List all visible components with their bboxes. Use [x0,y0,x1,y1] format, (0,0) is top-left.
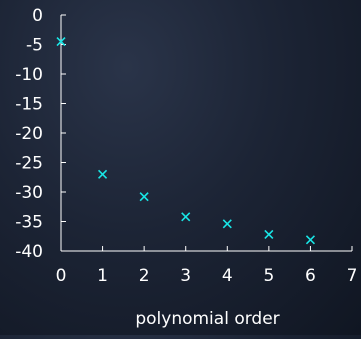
data-point [139,192,149,202]
data-point [222,219,232,229]
y-tick-label: -25 [15,154,43,174]
y-axis-ticks: 0 -5 -10 -15 -20 -25 -30 -35 -40 [15,6,66,262]
data-point [56,36,66,47]
y-tick-label: 0 [32,6,43,26]
x-tick-label: 2 [139,266,150,286]
x-tick-label: 7 [347,266,358,286]
y-tick-label: -20 [15,124,43,144]
x-axis-label: polynomial order [135,309,279,329]
x-tick-label: 1 [97,266,108,286]
data-points [56,36,315,245]
x-tick-label: 5 [263,266,274,286]
y-tick-label: -40 [15,242,43,262]
x-tick-label: 3 [180,266,191,286]
y-tick-label: -35 [15,213,43,233]
data-point [181,212,191,222]
axes [60,15,352,252]
data-point [305,235,315,245]
y-tick-label: -15 [15,95,43,115]
y-tick-label: -5 [26,36,43,56]
y-tick-label: -30 [15,183,43,203]
data-point [264,229,274,240]
data-point [98,169,108,179]
x-tick-label: 4 [222,266,233,286]
x-tick-label: 0 [56,266,67,286]
y-tick-label: -10 [15,65,43,85]
x-tick-label: 6 [305,266,316,286]
x-axis-ticks: 0 1 2 3 4 5 6 7 [56,246,358,286]
